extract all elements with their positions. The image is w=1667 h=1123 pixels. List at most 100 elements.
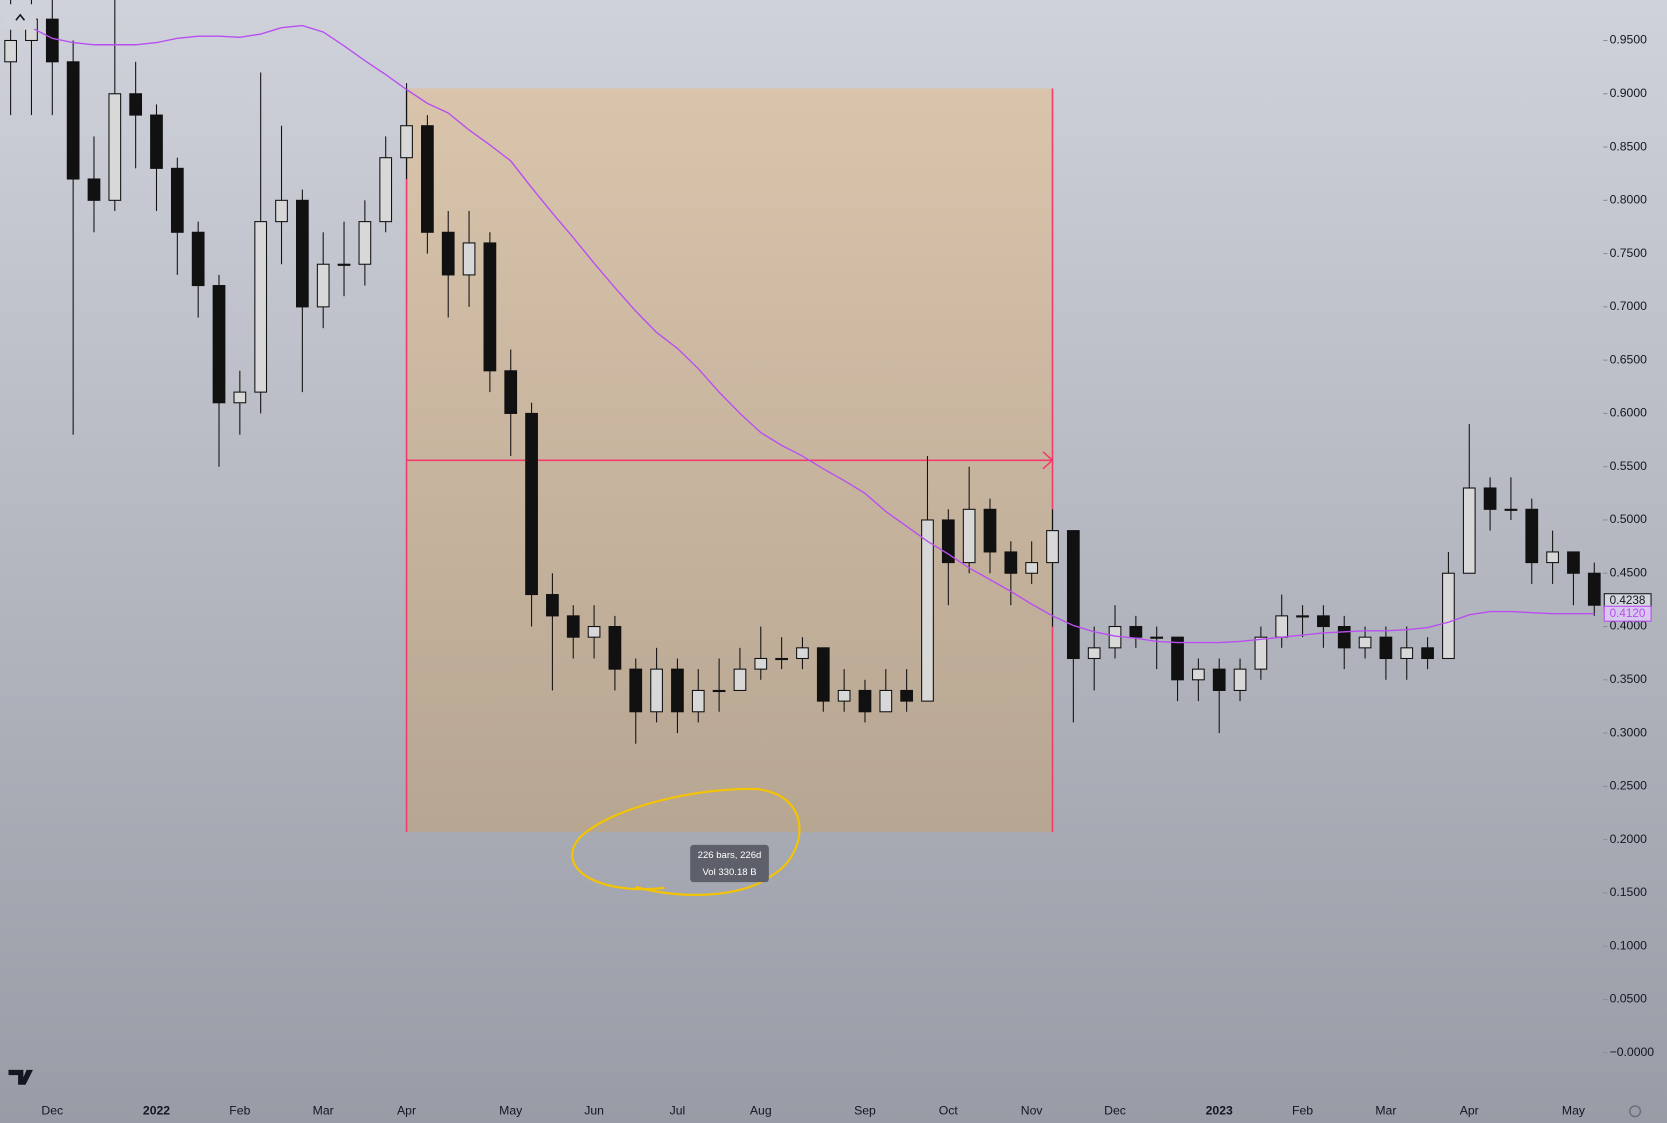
candle-body [1150,636,1164,639]
y-tick-label: 0.3000 [1610,725,1648,739]
candle-body [483,242,497,372]
x-tick-label: Nov [1021,1104,1044,1118]
range-arrowhead [1042,451,1054,470]
range-volume-label: Vol 330.18 B [702,867,756,878]
candle-body [629,668,643,713]
candle-body [150,114,163,169]
candle-body [379,157,393,223]
candle-body [316,263,330,308]
candle-body [1379,636,1393,660]
candle-body [1087,647,1101,660]
candle-body [504,370,518,414]
candle-body [254,221,268,393]
candle-body [4,39,17,63]
x-tick-label: Feb [229,1104,250,1118]
y-tick-label: −0.0000 [1610,1045,1655,1059]
candle-body [921,519,934,702]
candle-body [1046,530,1059,564]
y-tick-label: 0.0500 [1610,992,1648,1006]
candle-body [1192,668,1205,681]
x-tick-label: Mar [1375,1104,1396,1118]
candle-body [1254,636,1268,670]
y-tick-label: 0.6500 [1610,352,1648,366]
candle-body [212,285,226,404]
candle-body [962,508,976,564]
candle-body [1233,668,1247,691]
range-bars-label: 226 bars, 226d [698,850,762,861]
x-tick-label: May [1562,1104,1586,1118]
candle-body [1317,615,1330,628]
candle-body [108,93,122,201]
x-tick-label: Sep [854,1104,876,1118]
candle-body [462,242,476,276]
y-tick-label: 0.7000 [1610,299,1648,313]
logo [8,1069,33,1085]
candle-body [1275,615,1289,638]
freehand-circle [571,787,801,897]
candle-body [525,412,538,596]
candle-body [1004,551,1018,574]
candle-body [421,125,434,233]
collapse-button[interactable] [4,4,37,30]
candle-body [879,689,893,713]
candle-body [1066,530,1080,660]
candle-body [295,199,309,308]
candle-body [566,615,580,638]
candle-body [1171,636,1184,681]
y-tick-label: 0.9000 [1610,86,1648,100]
candle-body [858,689,872,713]
candle-body [608,625,622,670]
y-tick-label: 0.8000 [1610,193,1648,207]
y-tick-label: 0.5500 [1610,459,1648,473]
x-tick-label: Mar [313,1104,334,1118]
candle-body [1504,508,1518,511]
ma-price-box [1603,605,1652,622]
candle-body [337,263,351,266]
candle-body [712,689,726,693]
y-tick-label: 0.5000 [1610,512,1648,526]
x-tick-label: 2023 [1206,1104,1233,1118]
plot: 0.9500 0.9000 0.8500 0.8000 0.7500 0.7000 0.65… [4,0,1655,1118]
y-tick-label: 0.2000 [1610,832,1648,846]
x-tick-label: Dec [1104,1104,1126,1118]
x-tick-label: Apr [1460,1104,1479,1118]
candle-body [546,594,559,617]
candle-body [1129,625,1143,638]
x-tick-label: 2022 [143,1104,170,1118]
candle-body [1296,615,1309,618]
moving-average [10,13,1595,644]
candle-body [1421,647,1434,660]
y-tick-label: 0.3500 [1610,672,1648,686]
y-tick-label: 0.6000 [1610,406,1648,420]
candle-body [691,689,705,713]
y-tick-label: 0.8500 [1610,139,1648,153]
candle-body [441,231,455,276]
candle-body [837,689,851,702]
x-tick-label: May [499,1104,523,1118]
y-tick-label: 0.9500 [1610,33,1648,47]
candle-body [45,18,59,63]
x-tick-label: Dec [41,1104,63,1118]
settings-icon[interactable] [1629,1105,1642,1118]
candle-body [816,647,830,702]
y-tick-label: 0.4000 [1610,619,1648,633]
range-tooltip [690,844,769,883]
candle-body [1462,487,1476,574]
candle-body [87,178,101,201]
x-tick-label: Oct [939,1104,959,1118]
candle-body [1337,625,1351,649]
x-tick-label: Aug [750,1104,772,1118]
candle-body [170,167,184,233]
candle-body [796,647,809,660]
y-tick-label: 0.2500 [1610,779,1648,793]
last-price-label: 0.4238 [1610,594,1646,607]
y-tick-label: 0.4500 [1610,565,1648,579]
candle-body [733,668,747,691]
candle-body [275,199,288,223]
candle-body [1546,551,1559,564]
ma-price-label: 0.4120 [1610,607,1646,620]
candle-body [1025,562,1039,574]
candle-body [754,657,768,670]
